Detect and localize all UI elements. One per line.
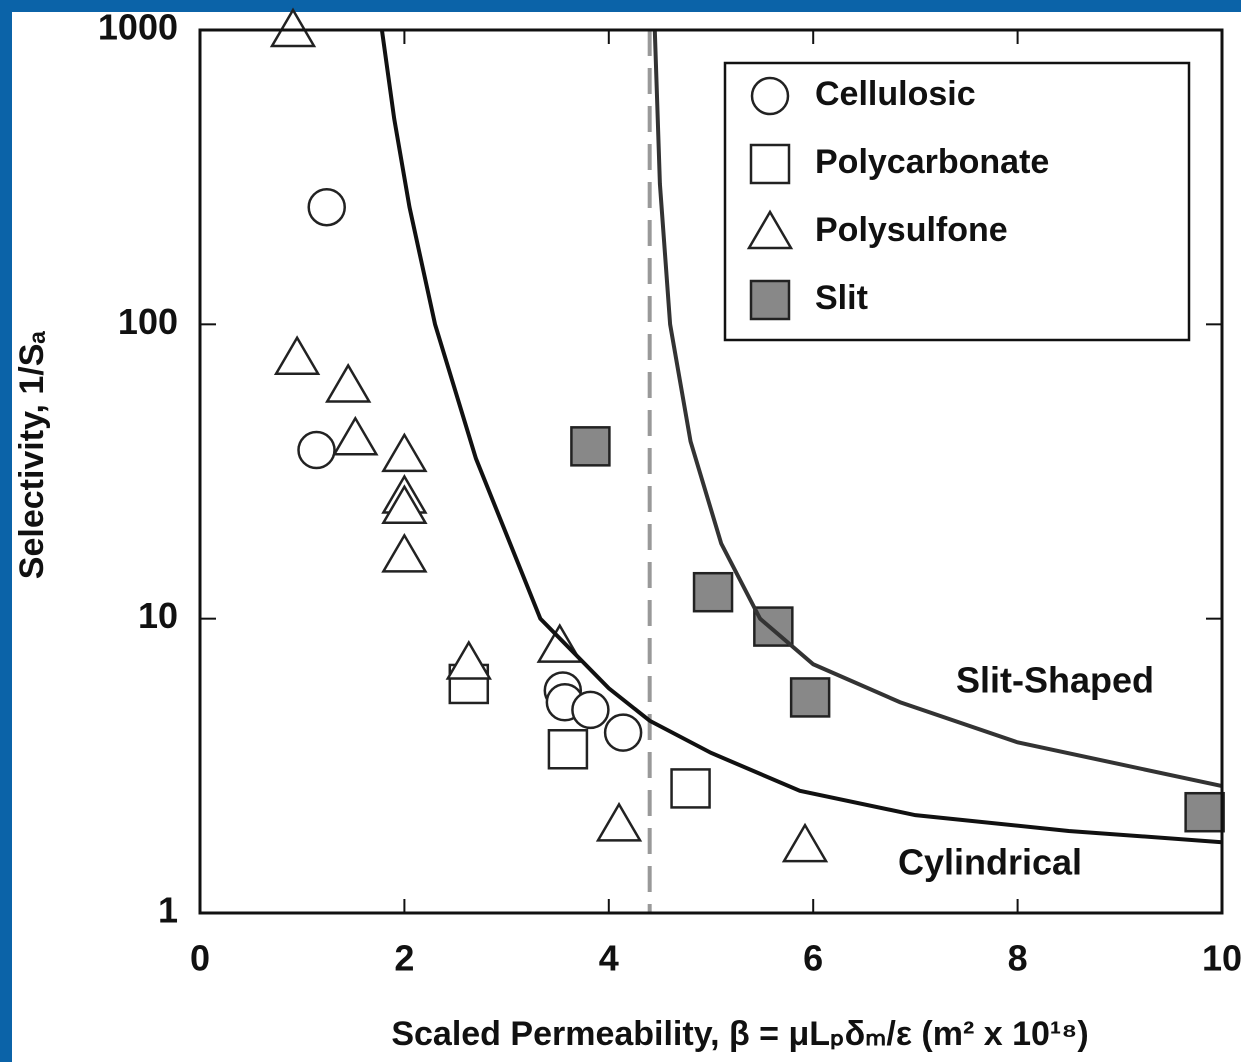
curve-label: Cylindrical xyxy=(898,842,1082,883)
legend-box xyxy=(723,61,1191,342)
triangle-marker xyxy=(781,822,829,863)
triangle-marker xyxy=(595,801,643,842)
triangle-marker xyxy=(332,415,379,456)
legend-label: Slit xyxy=(815,279,868,317)
triangle-marker xyxy=(381,432,428,473)
x-tick-label: 6 xyxy=(803,938,823,979)
y-tick-label: 1 xyxy=(158,890,178,931)
x-tick-label: 0 xyxy=(190,938,210,979)
triangle-marker xyxy=(269,7,317,48)
x-tick-label: 10 xyxy=(1202,938,1241,979)
square-marker xyxy=(749,143,791,185)
triangle-marker xyxy=(445,639,492,680)
y-tick-label: 10 xyxy=(138,595,178,636)
square-marker xyxy=(749,279,791,321)
square-marker xyxy=(692,571,734,613)
triangle-marker xyxy=(325,362,372,403)
curve xyxy=(652,30,1222,788)
circle-marker xyxy=(603,713,643,752)
plot-frame xyxy=(198,28,1224,915)
square-marker xyxy=(570,426,611,467)
circle-marker xyxy=(297,430,336,470)
curve-label: Slit-Shaped xyxy=(956,660,1154,701)
x-tick-label: 4 xyxy=(599,938,619,979)
y-axis-label: Selectivity, 1/Sₐ xyxy=(13,331,51,580)
x-tick-label: 8 xyxy=(1008,938,1028,979)
triangle-marker xyxy=(381,484,428,525)
x-tick-label: 2 xyxy=(394,938,414,979)
legend-label: Polycarbonate xyxy=(815,143,1049,181)
square-marker xyxy=(1184,791,1225,833)
legend-label: Cellulosic xyxy=(815,75,976,113)
square-marker xyxy=(547,729,589,770)
triangle-marker xyxy=(273,335,321,375)
x-axis-label: Scaled Permeability, β = μLₚδₘ/ε (m² x 1… xyxy=(391,1015,1088,1053)
square-marker xyxy=(789,677,831,718)
y-tick-label: 1000 xyxy=(98,7,178,48)
circle-marker xyxy=(571,690,610,730)
square-marker xyxy=(753,606,794,647)
square-marker xyxy=(670,768,711,809)
triangle-marker xyxy=(746,209,794,250)
legend-label: Polysulfone xyxy=(815,211,1008,249)
y-tick-label: 100 xyxy=(118,301,178,342)
triangle-marker xyxy=(536,623,583,663)
curve xyxy=(379,30,1222,845)
circle-marker xyxy=(750,76,790,116)
triangle-marker xyxy=(381,532,428,573)
circle-marker xyxy=(307,187,346,227)
